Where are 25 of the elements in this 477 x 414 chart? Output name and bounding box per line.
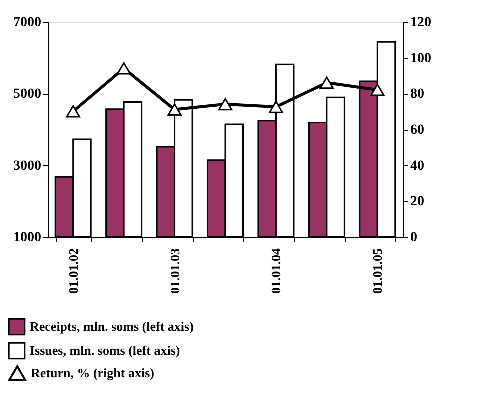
y2-tick-label: 60: [410, 123, 424, 138]
point: [370, 84, 385, 96]
point: [116, 62, 132, 75]
y2-tick-label: 0: [410, 230, 418, 246]
point: [168, 104, 182, 116]
y-tick-label: 1000: [14, 230, 42, 246]
x-tick-label: 01.01.05: [370, 248, 386, 294]
x-tick-label: 01.01.02: [66, 248, 81, 294]
x-tick-label: 01.01.04: [268, 248, 284, 294]
y2-tick-label: 120: [410, 16, 432, 30]
y-tick-label: 7000: [14, 16, 42, 30]
y-tick-label: 3000: [14, 158, 42, 174]
point: [269, 100, 284, 114]
y2-tick-label: 100: [410, 51, 432, 66]
legend-label: Return, % (right axis): [31, 366, 154, 380]
point: [320, 76, 334, 90]
legend-label: Receipts, mln. soms (left axis): [30, 319, 194, 334]
x-tick-label: 01.01.03: [167, 248, 182, 294]
point: [66, 105, 80, 118]
point: [218, 98, 233, 111]
y2-tick-label: 80: [410, 87, 424, 102]
y-tick-label: 5000: [14, 87, 42, 102]
y2-tick-label: 20: [410, 194, 424, 210]
y2-tick-label: 40: [410, 158, 424, 174]
legend-label: Issues, mln. soms (left axis): [30, 343, 180, 358]
